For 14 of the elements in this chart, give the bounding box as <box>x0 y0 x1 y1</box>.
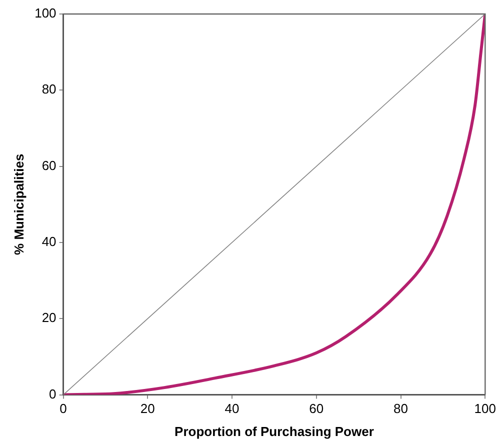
y-tick-label: 20 <box>42 310 56 326</box>
y-tick-label: 80 <box>42 82 56 97</box>
x-axis-title: Proportion of Purchasing Power <box>174 424 374 439</box>
y-tick-label: 100 <box>34 6 56 21</box>
x-tick-label: 0 <box>60 401 67 416</box>
y-axis-title: % Municipalities <box>11 154 26 255</box>
x-tick-label: 40 <box>224 401 240 416</box>
x-tick-label: 80 <box>394 401 408 416</box>
y-tick-label: 0 <box>49 386 56 402</box>
x-tick-label: 20 <box>140 401 155 416</box>
x-tick-label: 60 <box>309 401 324 416</box>
x-tick-label: 100 <box>474 401 496 416</box>
y-tick-label: 40 <box>42 234 56 250</box>
y-tick-label: 60 <box>42 158 56 173</box>
